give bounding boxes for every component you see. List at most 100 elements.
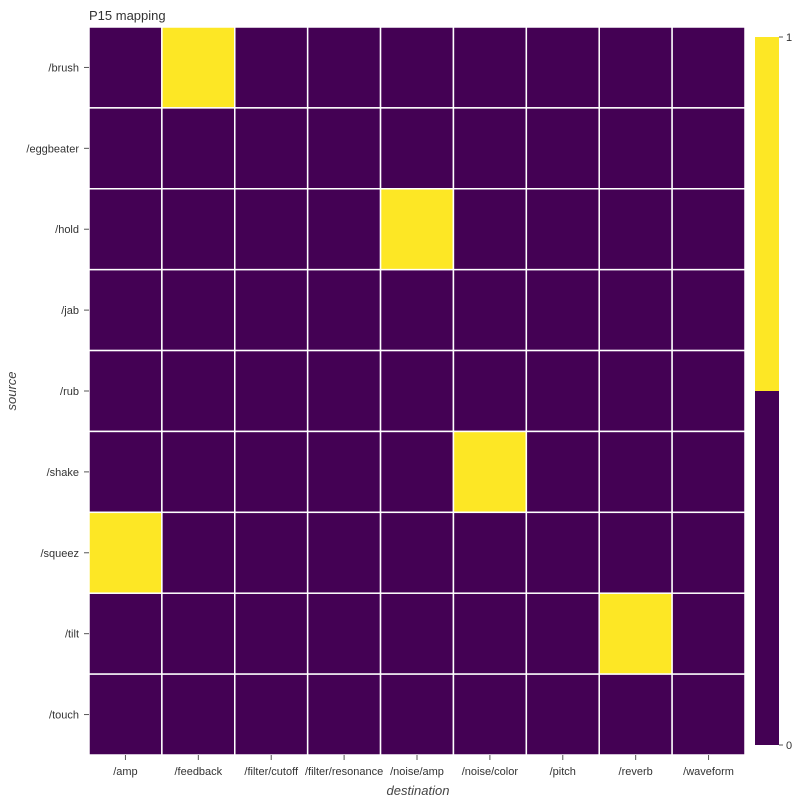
heatmap-cell-brush-pitch xyxy=(525,26,600,109)
heatmap-cell-touch-noiseamp xyxy=(379,673,455,756)
heatmap-cell-eggbeater-filtercutoff xyxy=(234,107,309,190)
heatmap-cell-rub-noisecolor xyxy=(452,349,528,433)
heatmap-cell-shake-filtercutoff xyxy=(234,430,309,514)
heatmap-cell-touch-pitch xyxy=(525,673,600,756)
heatmap-cell-jab-filtercutoff xyxy=(234,268,309,352)
heatmap-cell-brush-filterresonance xyxy=(306,26,382,109)
x-axis-title: destination xyxy=(387,783,450,798)
y-tick-label: /touch xyxy=(49,710,79,722)
heatmap-cell-shake-waveform xyxy=(671,430,746,514)
heatmap-cell-eggbeater-amp xyxy=(88,107,163,190)
heatmap-cell-brush-waveform xyxy=(671,26,746,109)
heatmap-cell-hold-feedback xyxy=(161,188,236,271)
y-tick-label: /hold xyxy=(55,224,79,236)
chart-title: P15 mapping xyxy=(89,8,166,23)
heatmap-cell-brush-feedback xyxy=(161,26,236,109)
y-tick-label: /shake xyxy=(47,467,79,479)
heatmap-cell-tilt-waveform xyxy=(671,592,746,675)
y-axis-title: source xyxy=(4,371,19,410)
heatmap-cell-squeez-reverb xyxy=(598,511,673,594)
heatmap-cell-shake-feedback xyxy=(161,430,236,514)
heatmap-cell-squeez-pitch xyxy=(525,511,600,594)
heatmap-cell-eggbeater-noiseamp xyxy=(379,107,455,190)
x-tick-label: /reverb xyxy=(619,766,653,778)
x-axis-ticks: /amp/feedback/filter/cutoff/filter/reson… xyxy=(113,755,734,778)
heatmap-cell-shake-noisecolor xyxy=(452,430,528,514)
heatmap-cell-shake-pitch xyxy=(525,430,600,514)
heatmap-cell-shake-reverb xyxy=(598,430,673,514)
heatmap-cell-jab-amp xyxy=(88,268,163,352)
y-tick-label: /eggbeater xyxy=(26,143,79,155)
heatmap-cell-squeez-amp xyxy=(88,511,163,594)
heatmap-cell-brush-amp xyxy=(88,26,163,109)
heatmap-cell-jab-pitch xyxy=(525,268,600,352)
y-tick-label: /squeez xyxy=(40,548,79,560)
heatmap-cell-tilt-filtercutoff xyxy=(234,592,309,675)
colorbar-high-bin xyxy=(755,37,779,391)
heatmap-cell-tilt-amp xyxy=(88,592,163,675)
heatmap-cell-hold-pitch xyxy=(525,188,600,271)
x-tick-label: /feedback xyxy=(174,766,222,778)
heatmap-cell-hold-noisecolor xyxy=(452,188,528,271)
heatmap-cell-eggbeater-waveform xyxy=(671,107,746,190)
heatmap-cell-touch-reverb xyxy=(598,673,673,756)
y-tick-label: /jab xyxy=(61,305,79,317)
colorbar: 01 xyxy=(755,32,792,752)
x-tick-label: /noise/color xyxy=(462,766,519,778)
heatmap-cell-tilt-pitch xyxy=(525,592,600,675)
heatmap-cell-tilt-noisecolor xyxy=(452,592,528,675)
heatmap-cell-squeez-filterresonance xyxy=(306,511,382,594)
heatmap-cell-hold-amp xyxy=(88,188,163,271)
x-tick-label: /filter/resonance xyxy=(305,766,383,778)
y-tick-label: /tilt xyxy=(65,629,79,641)
heatmap-cell-rub-amp xyxy=(88,349,163,433)
heatmap-cell-hold-filterresonance xyxy=(306,188,382,271)
heatmap-cell-squeez-noiseamp xyxy=(379,511,455,594)
colorbar-tick-label: 1 xyxy=(786,32,792,44)
heatmap-cell-rub-filterresonance xyxy=(306,349,382,433)
heatmap-cell-touch-waveform xyxy=(671,673,746,756)
heatmap-cell-shake-noiseamp xyxy=(379,430,455,514)
heatmap-cell-eggbeater-feedback xyxy=(161,107,236,190)
x-tick-label: /filter/cutoff xyxy=(244,766,299,778)
heatmap-cell-rub-filtercutoff xyxy=(234,349,309,433)
heatmap-cell-touch-feedback xyxy=(161,673,236,756)
heatmap-cell-jab-noisecolor xyxy=(452,268,528,352)
heatmap-cells xyxy=(88,26,746,756)
heatmap-cell-shake-filterresonance xyxy=(306,430,382,514)
heatmap-cell-jab-filterresonance xyxy=(306,268,382,352)
heatmap-cell-hold-filtercutoff xyxy=(234,188,309,271)
heatmap-cell-brush-filtercutoff xyxy=(234,26,309,109)
heatmap-cell-eggbeater-pitch xyxy=(525,107,600,190)
heatmap-cell-jab-waveform xyxy=(671,268,746,352)
heatmap-cell-tilt-feedback xyxy=(161,592,236,675)
x-tick-label: /waveform xyxy=(683,766,734,778)
heatmap-cell-eggbeater-filterresonance xyxy=(306,107,382,190)
y-tick-label: /rub xyxy=(60,386,79,398)
heatmap-cell-tilt-filterresonance xyxy=(306,592,382,675)
heatmap-cell-rub-waveform xyxy=(671,349,746,433)
heatmap-cell-brush-reverb xyxy=(598,26,673,109)
heatmap-cell-squeez-filtercutoff xyxy=(234,511,309,594)
x-tick-label: /amp xyxy=(113,766,137,778)
y-tick-label: /brush xyxy=(48,62,79,74)
heatmap-cell-rub-pitch xyxy=(525,349,600,433)
heatmap-cell-squeez-feedback xyxy=(161,511,236,594)
heatmap-cell-touch-amp xyxy=(88,673,163,756)
x-tick-label: /pitch xyxy=(550,766,576,778)
heatmap-cell-eggbeater-noisecolor xyxy=(452,107,528,190)
heatmap-cell-brush-noiseamp xyxy=(379,26,455,109)
colorbar-low-bin xyxy=(755,391,779,745)
heatmap-cell-tilt-noiseamp xyxy=(379,592,455,675)
heatmap-cell-touch-filtercutoff xyxy=(234,673,309,756)
heatmap-cell-rub-noiseamp xyxy=(379,349,455,433)
heatmap-cell-rub-reverb xyxy=(598,349,673,433)
heatmap-cell-touch-noisecolor xyxy=(452,673,528,756)
heatmap-cell-jab-reverb xyxy=(598,268,673,352)
heatmap-cell-eggbeater-reverb xyxy=(598,107,673,190)
heatmap-cell-rub-feedback xyxy=(161,349,236,433)
y-axis-ticks: /brush/eggbeater/hold/jab/rub/shake/sque… xyxy=(26,62,89,722)
heatmap-cell-tilt-reverb xyxy=(598,592,673,675)
x-tick-label: /noise/amp xyxy=(390,766,444,778)
